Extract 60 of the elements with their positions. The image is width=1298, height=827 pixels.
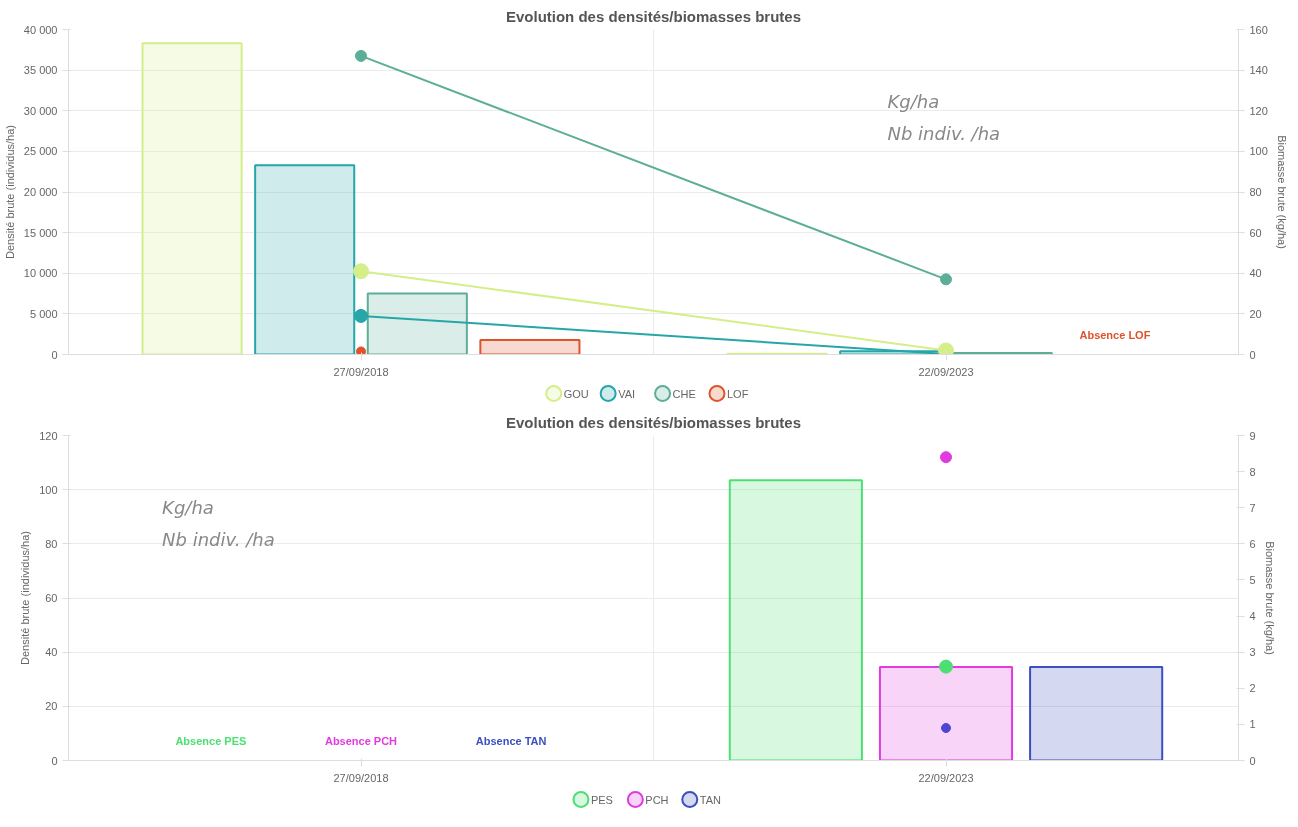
y-tick-label: 10 000 (23, 267, 58, 280)
y-tick-label: 30 000 (23, 104, 58, 117)
annotation: Absence LOF (1079, 329, 1151, 341)
legend-label: LOF (726, 387, 749, 400)
y-tick-label: 40 (45, 646, 58, 659)
y2-tick-label: 4 (1249, 610, 1256, 623)
legend-label: CHE (672, 387, 696, 400)
y-tick-label: 15 000 (23, 226, 58, 239)
y2-tick-label: 7 (1249, 501, 1256, 514)
y2-tick-label: 60 (1249, 226, 1262, 239)
annotation: Nb indiv. /ha (887, 123, 1001, 144)
y-axis-title: Densité brute (individus/ha) (19, 531, 32, 665)
y2-axis-title: Biomasse brute (kg/ha) (1263, 541, 1276, 655)
annotation: Kg/ha (162, 496, 214, 518)
y-tick-label: 80 (45, 537, 58, 550)
annotation: Absence PES (175, 735, 247, 747)
legend-label: VAI (618, 387, 636, 400)
y2-tick-label: 100 (1249, 145, 1268, 158)
legend-label: PCH (645, 793, 669, 806)
y2-tick-label: 20 (1249, 307, 1262, 320)
y2-tick-label: 0 (1249, 754, 1256, 767)
legend-label: PES (590, 793, 613, 806)
y2-tick-label: 0 (1249, 348, 1256, 361)
x-tick-label: 27/09/2018 (333, 771, 389, 784)
annotation: Nb indiv. /ha (162, 529, 275, 550)
y2-tick-label: 120 (1249, 104, 1268, 117)
annotation: Absence PCH (324, 735, 398, 747)
y2-axis-title: Biomasse brute (kg/ha) (1275, 135, 1288, 249)
y-tick-label: 0 (51, 754, 58, 767)
annotation: Absence TAN (475, 735, 547, 747)
y2-tick-label: 5 (1249, 573, 1256, 586)
y2-tick-label: 3 (1249, 646, 1256, 659)
x-tick-label: 27/09/2018 (333, 365, 389, 378)
y2-tick-label: 80 (1249, 186, 1262, 198)
y2-tick-label: 140 (1249, 64, 1268, 77)
legend-label: GOU (563, 387, 589, 400)
chart-title: Evolution des densités/biomasses brutes (505, 413, 802, 431)
y-tick-label: 0 (51, 348, 58, 361)
y-tick-label: 60 (45, 592, 58, 604)
y-tick-label: 5 000 (29, 307, 58, 320)
y-tick-label: 100 (39, 483, 58, 496)
chart-title: Evolution des densités/biomasses brutes (505, 7, 802, 25)
y-tick-label: 120 (39, 429, 58, 442)
y-tick-label: 20 000 (23, 186, 58, 198)
legend-label: TAN (699, 793, 721, 806)
y2-tick-label: 160 (1249, 23, 1268, 36)
y2-tick-label: 2 (1249, 682, 1256, 695)
y2-tick-label: 9 (1249, 429, 1256, 442)
y2-tick-label: 6 (1249, 537, 1256, 550)
y-tick-label: 40 000 (23, 23, 58, 36)
annotation: Kg/ha (887, 90, 940, 112)
y2-tick-label: 40 (1249, 267, 1262, 280)
x-tick-label: 22/09/2023 (918, 365, 974, 378)
y-tick-label: 20 (45, 700, 58, 713)
y-tick-label: 25 000 (23, 145, 58, 158)
x-tick-label: 22/09/2023 (918, 771, 974, 784)
y-axis-title: Densité brute (individus/ha) (3, 125, 16, 259)
y2-tick-label: 8 (1249, 465, 1256, 478)
y2-tick-label: 1 (1249, 718, 1256, 731)
y-tick-label: 35 000 (23, 64, 58, 77)
